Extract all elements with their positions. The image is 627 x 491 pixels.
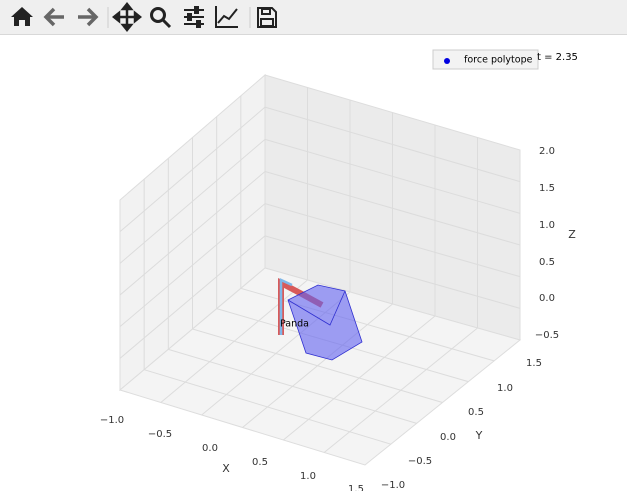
forward-button[interactable]: [78, 7, 99, 27]
y-axis-label: Y: [475, 429, 483, 442]
z-tick-label: 2.0: [539, 146, 555, 157]
z-tick-label: 1.5: [539, 183, 555, 194]
z-tick-label: 1.0: [539, 220, 555, 231]
legend-box: [432, 49, 539, 70]
save-button[interactable]: [257, 7, 277, 28]
pan-button[interactable]: [111, 1, 143, 33]
x-tick-label: 1.5: [348, 484, 364, 491]
time-label: t = 2.35: [537, 52, 578, 63]
z-tick-label: 0.0: [539, 293, 555, 304]
back-button[interactable]: [43, 7, 64, 27]
y-tick-label: 1.5: [526, 358, 542, 369]
grid-line: [119, 106, 266, 233]
plot-area: force polytope t = 2.35 Panda X Y Z −1.0…: [100, 49, 578, 491]
zoom-button[interactable]: [150, 7, 172, 29]
force-polytope: [287, 284, 363, 361]
legend-marker: [444, 58, 450, 64]
y-tick-label: 0.5: [468, 407, 484, 418]
configure-button[interactable]: [184, 6, 204, 28]
y-tick-label: −1.0: [381, 480, 405, 491]
z-tick-label: 0.5: [539, 257, 555, 268]
y-tick-label: −0.5: [408, 456, 432, 467]
legend-label: force polytope: [464, 55, 533, 66]
home-button[interactable]: [11, 7, 33, 26]
grid-line: [323, 327, 478, 453]
toolbar-icons: [11, 1, 277, 33]
y-tick-label: 0.0: [440, 432, 456, 443]
x-tick-label: −0.5: [148, 429, 172, 440]
x-tick-label: 0.0: [202, 443, 218, 454]
y-tick-label: 1.0: [497, 383, 513, 394]
x-tick-label: 1.0: [300, 471, 316, 482]
robot-label: Panda: [280, 319, 309, 330]
x-tick-label: 0.5: [252, 457, 268, 468]
x-axis-label: X: [222, 462, 230, 475]
x-tick-label: −1.0: [100, 415, 124, 426]
z-axis-label: Z: [568, 228, 576, 241]
toolbar: [0, 0, 627, 35]
z-tick-label: −0.5: [535, 330, 559, 341]
axes-button[interactable]: [215, 6, 238, 28]
grid-line: [264, 106, 521, 183]
